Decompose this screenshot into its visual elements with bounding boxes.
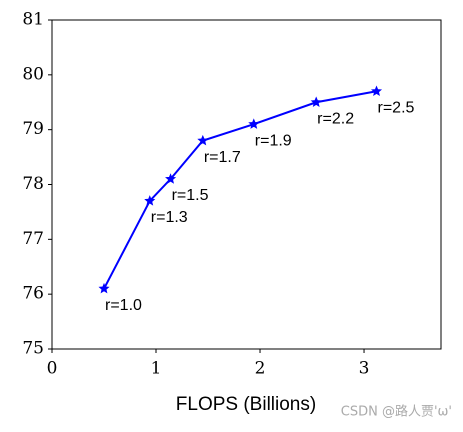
data-marker: [248, 118, 260, 129]
data-marker: [310, 96, 322, 107]
data-marker: [165, 173, 177, 184]
data-marker: [98, 282, 110, 294]
x-axis-label: FLOPS (Billions): [176, 394, 316, 415]
data-marker: [370, 85, 383, 96]
y-tick-label: 75: [22, 339, 44, 359]
x-tick-label: 0: [47, 359, 58, 379]
y-tick-label: 77: [22, 229, 44, 249]
point-annotation: r=2.2: [317, 110, 354, 127]
x-tick-label: 2: [255, 359, 266, 379]
y-tick-label: 78: [22, 174, 44, 194]
x-tick-label: 3: [359, 359, 370, 379]
point-annotation: r=1.3: [151, 209, 188, 226]
x-tick-label: 1: [151, 359, 162, 379]
y-tick-label: 80: [22, 64, 44, 84]
point-annotation: r=1.7: [204, 149, 241, 166]
point-annotation: r=1.9: [255, 132, 292, 149]
y-tick-label: 79: [22, 119, 44, 139]
watermark: CSDN @路人贾'ω': [341, 404, 452, 420]
point-annotation: r=2.5: [378, 100, 415, 117]
point-annotation: r=1.5: [172, 187, 209, 204]
data-marker: [197, 134, 209, 146]
y-tick-label: 76: [22, 284, 44, 304]
y-tick-label: 81: [22, 10, 44, 30]
point-annotation: r=1.0: [105, 297, 142, 314]
data-marker: [144, 195, 156, 206]
